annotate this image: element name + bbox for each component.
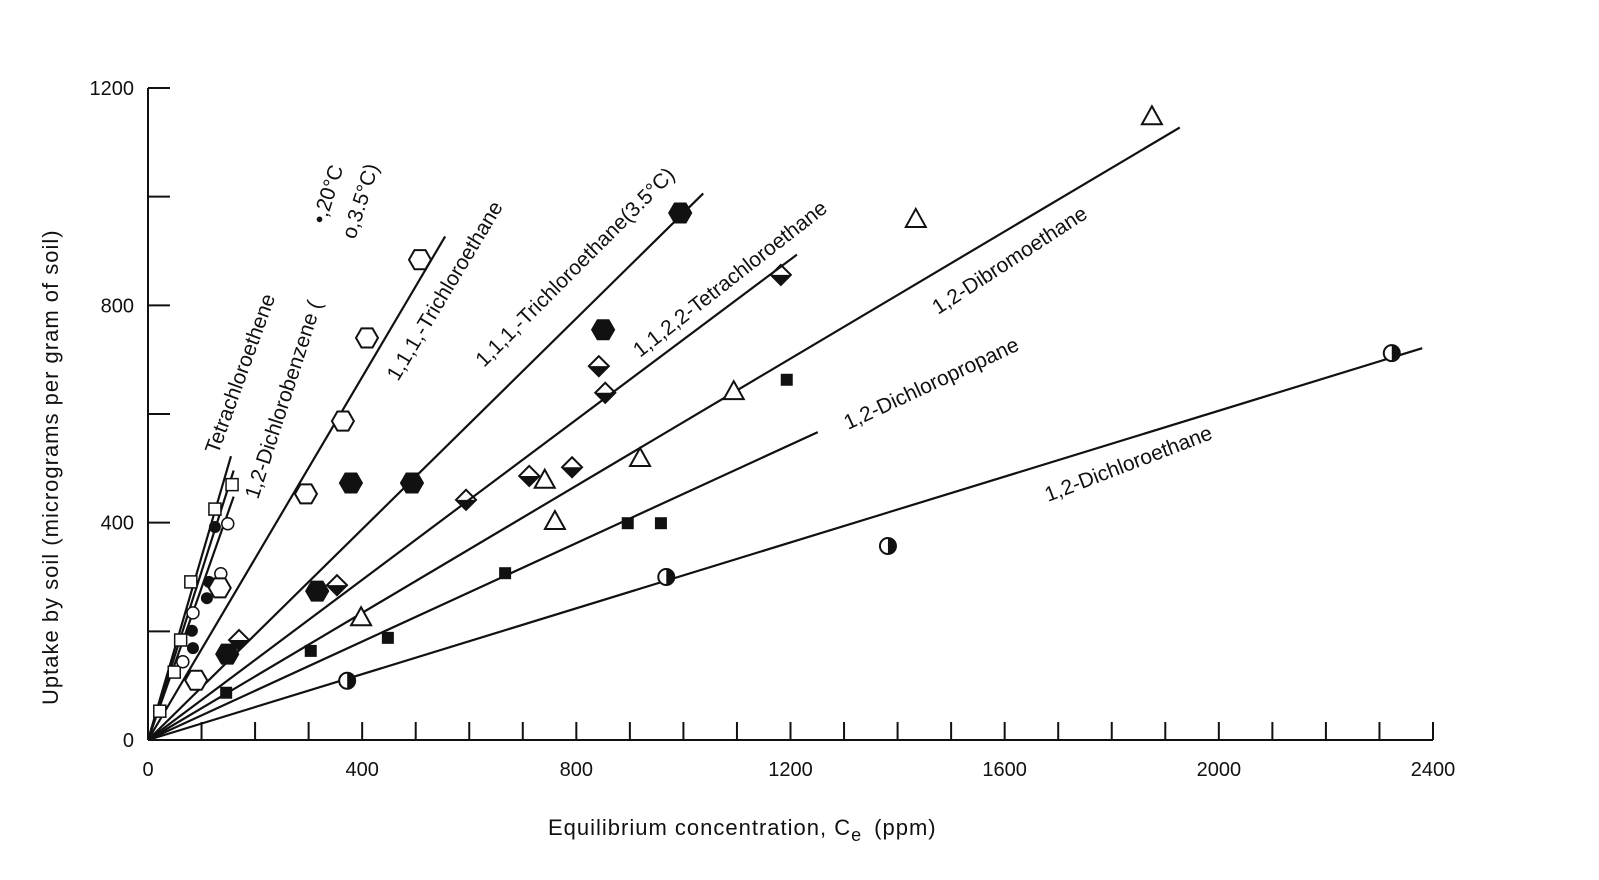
open-triangle-marker xyxy=(1140,104,1164,126)
small-open-square-marker xyxy=(208,502,222,516)
label-12-dichloroethane: 1,2-Dichloroethane xyxy=(1042,422,1216,507)
open-hexagon-marker xyxy=(354,327,380,349)
x-tick-label: 800 xyxy=(560,759,593,781)
small-filled-circle-marker xyxy=(185,624,198,637)
y-axis-label: Uptake by soil (micrograms per gram of s… xyxy=(38,229,63,705)
open-triangle-marker xyxy=(349,605,373,627)
half-diamond-marker xyxy=(587,354,611,378)
y-tick-label: 800 xyxy=(101,295,134,317)
half-diamond-marker xyxy=(593,381,617,405)
series-points xyxy=(227,263,793,652)
open-triangle-marker xyxy=(904,206,928,228)
series-points xyxy=(215,202,693,665)
label-12-dibromoethane: 1,2-Dibromoethane xyxy=(928,202,1091,319)
small-open-circle-marker xyxy=(186,606,200,620)
open-triangle-marker xyxy=(722,379,746,401)
y-tick-label: 400 xyxy=(101,513,134,535)
half-diamond-marker xyxy=(769,263,793,287)
small-open-square-marker xyxy=(167,665,181,679)
half-diamond-marker xyxy=(325,573,349,597)
small-filled-circle-marker xyxy=(200,592,213,605)
small-open-square-marker xyxy=(184,575,198,589)
half-diamond-marker xyxy=(560,455,584,479)
series-points xyxy=(349,104,1164,627)
filled-square-marker xyxy=(304,644,317,657)
half-circle-marker xyxy=(657,568,676,586)
fit-line xyxy=(147,126,1181,741)
half-diamond-marker xyxy=(227,628,251,652)
x-tick-label: 1200 xyxy=(768,759,813,781)
x-tick-label: 2400 xyxy=(1411,759,1456,781)
fit-line xyxy=(147,235,447,741)
small-filled-circle-marker xyxy=(186,642,199,655)
half-circle-marker xyxy=(878,537,897,556)
y-tick-label: 0 xyxy=(123,730,134,752)
filled-hexagon-marker xyxy=(668,202,693,224)
small-open-square-marker xyxy=(173,633,188,647)
line-labels: Tetrachloroethene 1,2-Dichlorobenzene ( … xyxy=(201,161,1215,507)
filled-square-marker xyxy=(780,373,793,386)
open-triangle-marker xyxy=(533,467,557,489)
y-tick-label: 1200 xyxy=(90,78,135,100)
x-tick-label: 400 xyxy=(345,759,378,781)
small-open-square-marker xyxy=(225,477,239,492)
open-hexagon-marker xyxy=(330,410,356,432)
x-tick-label: 2000 xyxy=(1197,759,1242,781)
x-tick-label: 1600 xyxy=(982,759,1027,781)
series-points xyxy=(185,521,221,655)
fit-lines xyxy=(146,126,1423,742)
filled-square-marker xyxy=(381,631,394,644)
filled-hexagon-marker xyxy=(338,472,364,494)
filled-square-marker xyxy=(654,517,667,530)
axes: 0 400 800 1200 1600 2000 2400 0 400 800 1200 xyxy=(90,78,1456,781)
small-filled-circle-marker xyxy=(208,521,221,534)
small-open-circle-marker xyxy=(176,655,190,669)
open-hexagon-marker xyxy=(293,483,319,505)
open-triangle-marker xyxy=(543,508,567,531)
half-circle-marker xyxy=(1382,344,1401,363)
x-tick-label: 0 xyxy=(142,759,153,781)
data-points xyxy=(153,104,1401,718)
x-axis-label: Equilibrium concentration, Ce (ppm) xyxy=(548,815,937,845)
small-open-square-marker xyxy=(153,704,167,718)
open-hexagon-marker xyxy=(184,669,209,691)
small-open-circle-marker xyxy=(221,517,235,531)
filled-square-marker xyxy=(499,567,512,580)
half-diamond-marker xyxy=(517,464,541,488)
series-points xyxy=(153,477,239,718)
series-points xyxy=(338,344,1401,690)
half-circle-marker xyxy=(338,671,357,690)
filled-square-marker xyxy=(621,517,634,530)
filled-hexagon-marker xyxy=(399,472,425,494)
filled-hexagon-marker xyxy=(590,319,616,341)
half-diamond-marker xyxy=(454,488,478,512)
open-triangle-marker xyxy=(628,445,652,468)
label-1122-tetrachloroethane: 1,1,2,2-Tetrachloroethane xyxy=(629,196,832,361)
label-dcb-20c: •,20°C xyxy=(308,162,348,226)
series-points xyxy=(220,373,793,699)
filled-hexagon-marker xyxy=(305,580,330,602)
label-12-dichloropropane: 1,2-Dichloropropane xyxy=(840,333,1022,434)
filled-hexagon-marker xyxy=(215,643,240,665)
fit-line xyxy=(147,431,819,741)
series-points xyxy=(184,249,433,691)
fit-line xyxy=(147,347,1423,742)
open-hexagon-marker xyxy=(407,249,433,271)
open-hexagon-marker xyxy=(207,577,232,599)
filled-square-marker xyxy=(220,686,233,699)
